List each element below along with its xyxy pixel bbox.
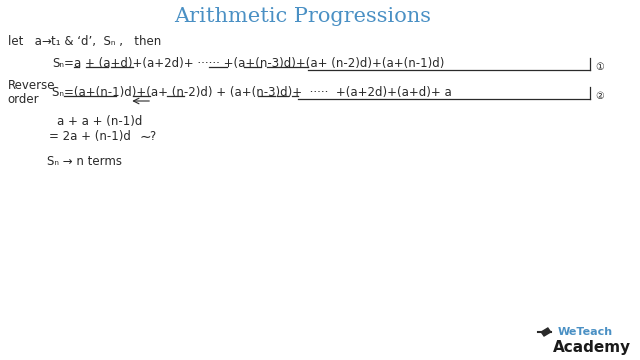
Text: order: order bbox=[8, 93, 39, 106]
Text: Sₙ=(a+(n-1)d)+(a+ (n-2)d) + (a+(n-3)d)+  ·····  +(a+2d)+(a+d)+ a: Sₙ=(a+(n-1)d)+(a+ (n-2)d) + (a+(n-3)d)+ … bbox=[52, 86, 452, 99]
Text: t₁ & ‘d’,  Sₙ ,   then: t₁ & ‘d’, Sₙ , then bbox=[51, 35, 161, 48]
Text: Arithmetic Progressions: Arithmetic Progressions bbox=[173, 7, 431, 26]
Text: Sₙ → n terms: Sₙ → n terms bbox=[47, 155, 122, 168]
Text: a + a + (n-1)d: a + a + (n-1)d bbox=[57, 115, 142, 128]
Text: ①: ① bbox=[595, 62, 604, 72]
Text: ∼: ∼ bbox=[140, 130, 152, 144]
Text: ②: ② bbox=[595, 91, 604, 101]
Polygon shape bbox=[541, 328, 550, 336]
Text: let   a: let a bbox=[8, 35, 42, 48]
Text: = 2a + (n-1)d: = 2a + (n-1)d bbox=[49, 130, 131, 143]
Text: a + (a+d)+(a+2d)+ ······ +(a+(n-3)d)+(a+ (n-2)d)+(a+(n-1)d): a + (a+d)+(a+2d)+ ······ +(a+(n-3)d)+(a+… bbox=[74, 57, 444, 70]
Text: Sₙ=: Sₙ= bbox=[52, 57, 74, 70]
Text: ?: ? bbox=[149, 130, 156, 143]
Text: →: → bbox=[42, 35, 51, 48]
Text: WeTeach: WeTeach bbox=[557, 327, 612, 337]
Text: Academy: Academy bbox=[552, 340, 630, 355]
Text: Reverse: Reverse bbox=[8, 79, 55, 92]
